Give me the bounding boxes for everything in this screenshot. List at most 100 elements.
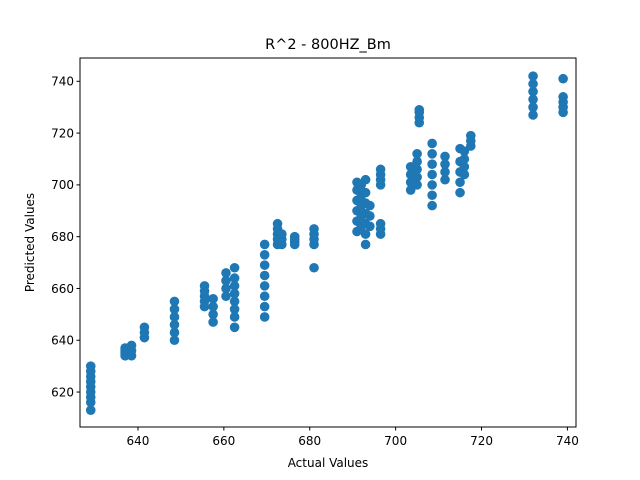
data-point bbox=[427, 200, 437, 211]
data-point bbox=[455, 187, 465, 198]
points-layer bbox=[85, 71, 568, 415]
data-point bbox=[85, 361, 96, 371]
y-tick-label: 660 bbox=[51, 282, 74, 296]
data-point bbox=[412, 172, 422, 182]
x-tick-label: 660 bbox=[212, 434, 235, 448]
data-point bbox=[412, 164, 422, 175]
data-point bbox=[221, 291, 231, 302]
data-point bbox=[208, 309, 218, 320]
data-point bbox=[360, 174, 371, 185]
data-point bbox=[208, 317, 218, 327]
data-point bbox=[85, 405, 96, 415]
data-point bbox=[229, 273, 240, 283]
data-point bbox=[259, 250, 270, 260]
y-tick-label: 720 bbox=[51, 126, 74, 140]
data-point bbox=[360, 187, 371, 198]
data-point bbox=[126, 340, 137, 351]
data-point bbox=[528, 71, 538, 81]
data-point bbox=[440, 174, 450, 185]
data-point bbox=[427, 138, 437, 149]
y-axis-label: Predicted Values bbox=[23, 193, 37, 292]
data-point bbox=[440, 159, 450, 169]
data-point bbox=[259, 281, 270, 291]
data-point bbox=[427, 190, 437, 201]
data-point bbox=[528, 94, 538, 105]
data-point bbox=[365, 200, 375, 211]
data-point bbox=[459, 154, 470, 164]
data-point bbox=[558, 73, 568, 84]
data-point bbox=[169, 296, 180, 307]
data-point bbox=[405, 185, 416, 195]
data-point bbox=[459, 161, 470, 172]
data-point bbox=[229, 322, 240, 333]
y-tick-label: 680 bbox=[51, 230, 74, 244]
data-point bbox=[558, 92, 568, 102]
data-point bbox=[412, 149, 422, 159]
data-point bbox=[375, 164, 386, 175]
data-point bbox=[365, 211, 375, 221]
data-point bbox=[289, 231, 300, 242]
data-point bbox=[528, 110, 538, 120]
data-point bbox=[412, 156, 422, 167]
data-point bbox=[427, 149, 437, 159]
data-point bbox=[459, 146, 470, 157]
data-point bbox=[414, 104, 425, 115]
data-point bbox=[440, 151, 450, 162]
x-tick-label: 720 bbox=[470, 434, 493, 448]
x-tick-label: 640 bbox=[127, 434, 150, 448]
data-point bbox=[427, 169, 437, 180]
data-point bbox=[277, 229, 287, 239]
data-point bbox=[309, 224, 319, 234]
data-point bbox=[465, 130, 476, 141]
y-tick-label: 620 bbox=[51, 385, 74, 399]
data-point bbox=[528, 102, 538, 112]
data-point bbox=[229, 262, 240, 273]
data-point bbox=[427, 180, 437, 190]
data-point bbox=[169, 335, 180, 346]
data-point bbox=[459, 169, 470, 180]
data-point bbox=[259, 291, 270, 302]
data-point bbox=[229, 281, 240, 291]
data-point bbox=[360, 229, 371, 239]
y-tick-label: 740 bbox=[51, 75, 74, 89]
data-point bbox=[365, 221, 375, 232]
data-point bbox=[208, 294, 218, 304]
chart-title: R^2 - 800HZ_Bm bbox=[265, 37, 391, 53]
data-point bbox=[440, 167, 450, 177]
data-point bbox=[221, 268, 231, 278]
data-point bbox=[259, 312, 270, 322]
data-point bbox=[259, 270, 270, 281]
data-point bbox=[169, 319, 180, 330]
data-point bbox=[199, 281, 210, 291]
data-point bbox=[259, 239, 270, 250]
data-point bbox=[272, 218, 283, 229]
data-point bbox=[360, 239, 371, 250]
data-point bbox=[309, 262, 319, 273]
x-tick-label: 740 bbox=[556, 434, 579, 448]
data-point bbox=[229, 288, 240, 299]
y-tick-label: 640 bbox=[51, 334, 74, 348]
data-point bbox=[221, 283, 231, 294]
x-tick-label: 700 bbox=[384, 434, 407, 448]
data-point bbox=[169, 304, 180, 314]
data-point bbox=[169, 312, 180, 322]
data-point bbox=[528, 79, 538, 89]
data-point bbox=[259, 260, 270, 270]
data-point bbox=[139, 322, 150, 333]
data-point bbox=[259, 301, 270, 312]
y-axis: 620 640 660 680 700 720 740 bbox=[51, 75, 80, 399]
plot-frame bbox=[79, 57, 577, 428]
data-point bbox=[229, 296, 240, 307]
data-point bbox=[528, 86, 538, 97]
data-point bbox=[229, 312, 240, 322]
y-tick-label: 700 bbox=[51, 178, 74, 192]
data-point bbox=[229, 304, 240, 314]
data-point bbox=[169, 327, 180, 338]
data-point bbox=[208, 301, 218, 312]
data-point bbox=[375, 218, 386, 229]
data-point bbox=[412, 180, 422, 190]
data-point bbox=[455, 177, 465, 188]
data-point bbox=[221, 275, 231, 286]
